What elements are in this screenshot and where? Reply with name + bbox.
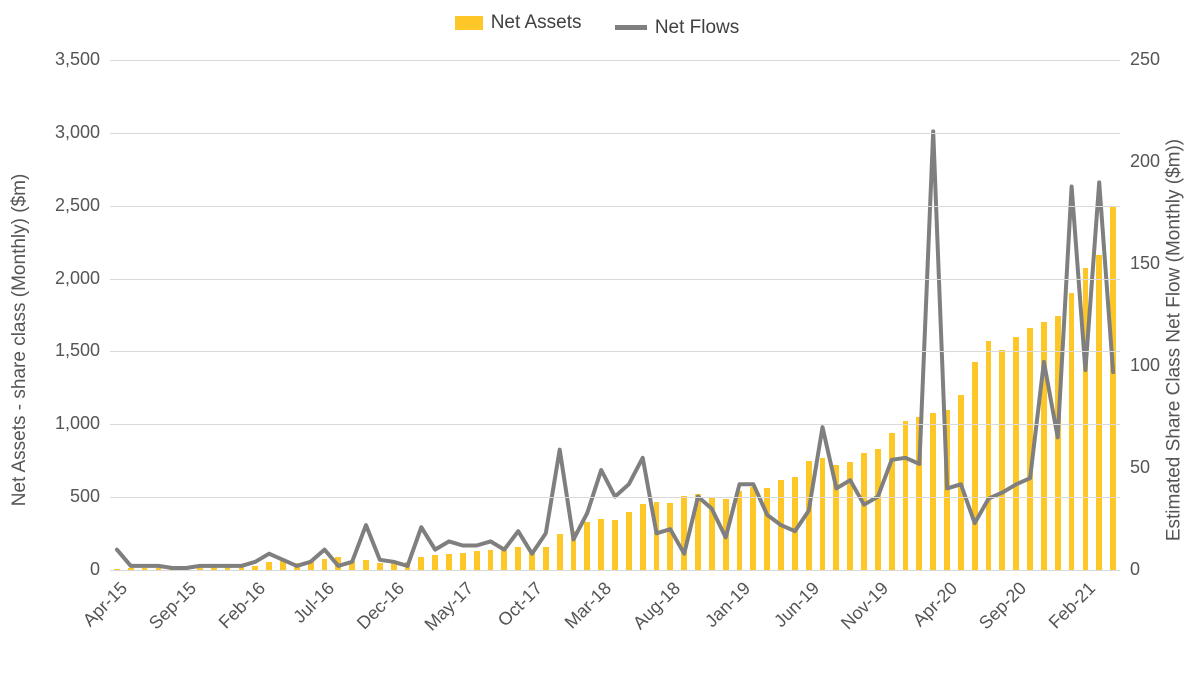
ytick-right: 200: [1130, 151, 1160, 172]
xtick-label: Feb-16: [215, 578, 270, 633]
legend-item-net-flows: Net Flows: [615, 17, 739, 39]
ytick-right: 0: [1130, 559, 1140, 580]
ytick-right: 150: [1130, 253, 1160, 274]
ytick-right: 50: [1130, 457, 1150, 478]
legend: Net Assets Net Flows: [0, 12, 1194, 39]
y-axis-left-label: Net Assets - share class (Monthly) ($m): [9, 174, 31, 507]
ytick-left: 3,000: [40, 122, 100, 143]
xtick-label: May-17: [420, 578, 477, 635]
xtick-label: Aug-18: [629, 578, 685, 634]
gridline: [110, 497, 1120, 498]
gridline: [110, 206, 1120, 207]
ytick-right: 250: [1130, 49, 1160, 70]
legend-swatch-bar: [455, 16, 483, 30]
line-layer: [110, 60, 1120, 570]
xtick-label: Oct-17: [494, 578, 547, 631]
xtick-label: Apr-15: [79, 578, 132, 631]
gridline: [110, 279, 1120, 280]
legend-swatch-line: [615, 25, 647, 30]
ytick-left: 2,000: [40, 268, 100, 289]
xtick-label: Sep-20: [975, 578, 1031, 634]
net-flows-line: [117, 131, 1113, 568]
ytick-left: 2,500: [40, 195, 100, 216]
y-axis-right-label: Estimated Share Class Net Flow (Monthly …: [1163, 139, 1185, 541]
chart-container: Net Assets Net Flows Net Assets - share …: [0, 0, 1194, 680]
xtick-label: Mar-18: [561, 578, 616, 633]
ytick-left: 0: [40, 559, 100, 580]
legend-label-net-assets: Net Assets: [491, 12, 582, 34]
ytick-left: 3,500: [40, 49, 100, 70]
ytick-left: 500: [40, 486, 100, 507]
xtick-label: Jun-19: [770, 578, 824, 632]
gridline: [110, 570, 1120, 571]
ytick-right: 100: [1130, 355, 1160, 376]
gridline: [110, 424, 1120, 425]
gridline: [110, 351, 1120, 352]
gridline: [110, 60, 1120, 61]
xtick-label: Nov-19: [837, 578, 893, 634]
xtick-label: Jul-16: [290, 578, 340, 628]
plot-area: 05001,0001,5002,0002,5003,0003,500050100…: [110, 60, 1120, 570]
xtick-label: Jan-19: [701, 578, 755, 632]
legend-label-net-flows: Net Flows: [655, 17, 739, 39]
ytick-left: 1,500: [40, 340, 100, 361]
gridline: [110, 133, 1120, 134]
xtick-label: Dec-16: [353, 578, 409, 634]
xtick-label: Feb-21: [1045, 578, 1100, 633]
legend-item-net-assets: Net Assets: [455, 12, 582, 34]
xtick-label: Apr-20: [909, 578, 962, 631]
xtick-label: Sep-15: [145, 578, 201, 634]
ytick-left: 1,000: [40, 413, 100, 434]
